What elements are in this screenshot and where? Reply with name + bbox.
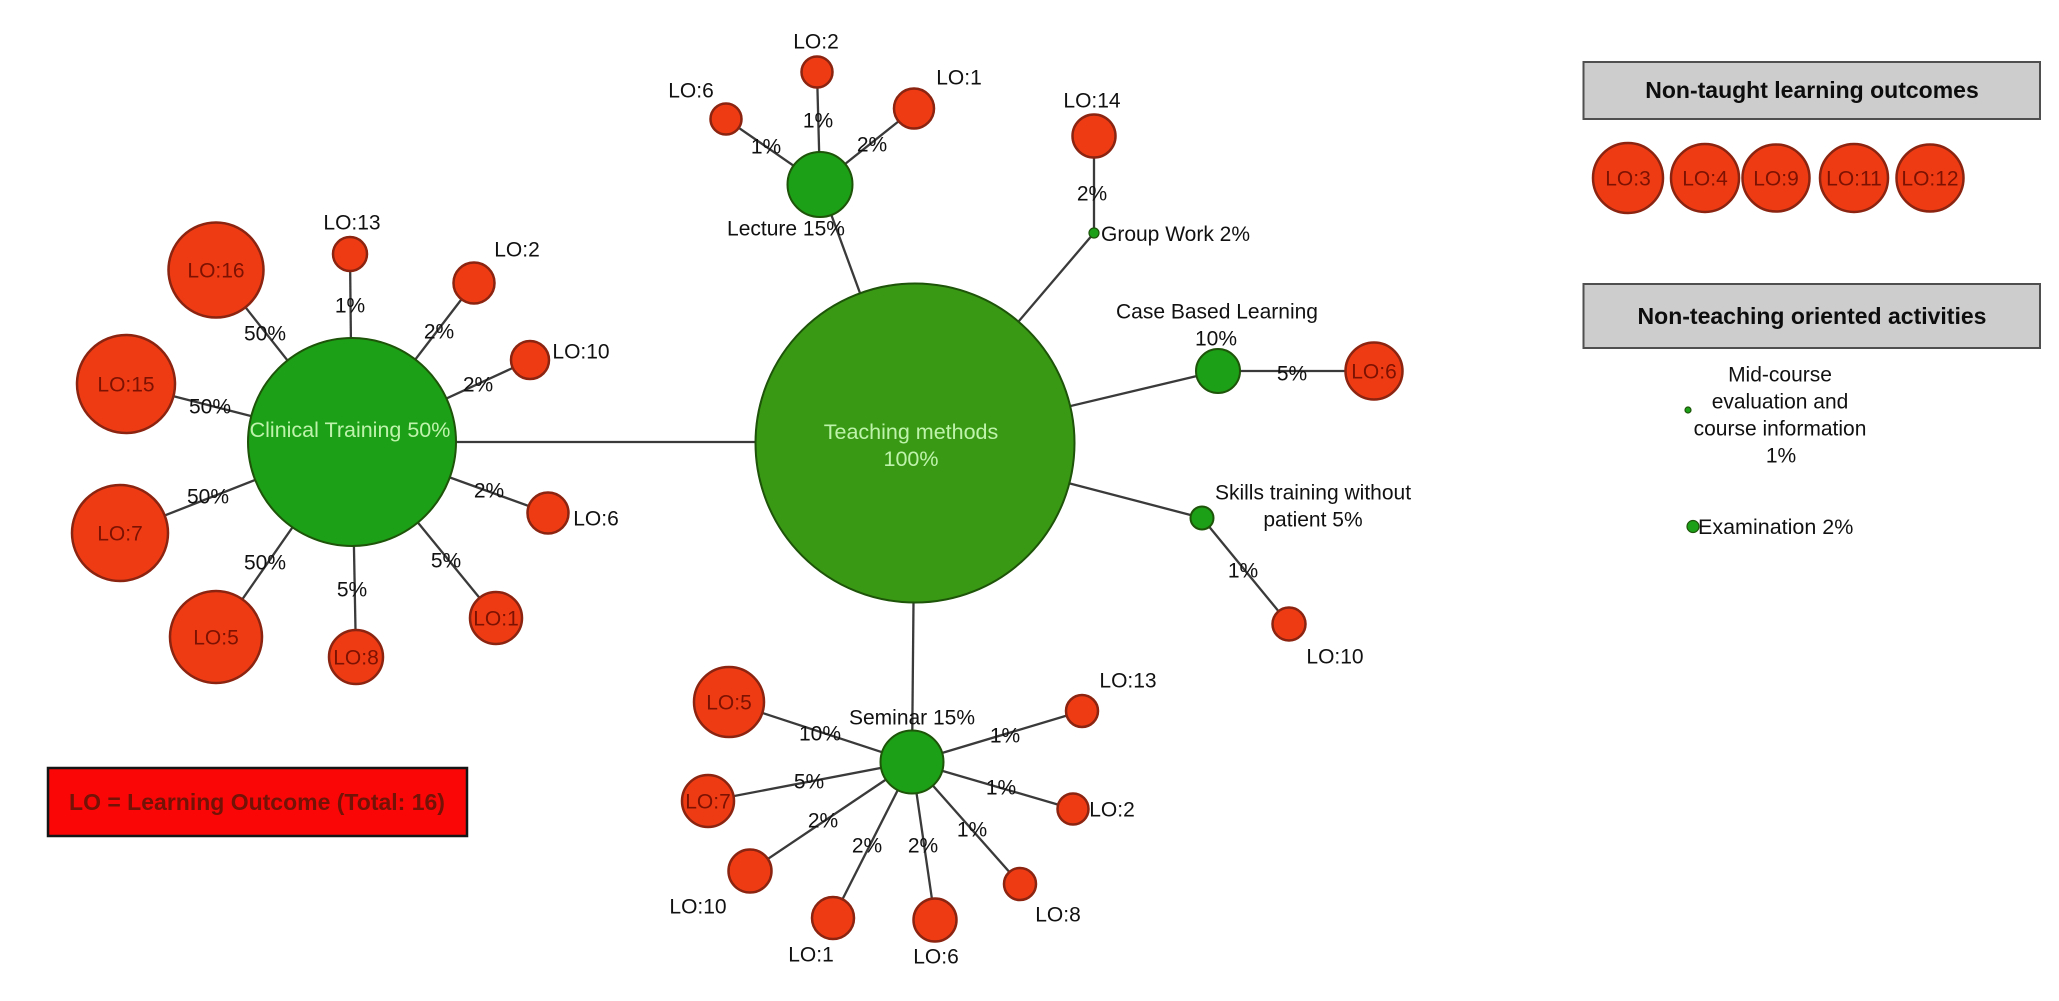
svg-text:LO:1: LO:1: [473, 608, 519, 631]
svg-text:LO:2: LO:2: [793, 31, 839, 54]
svg-text:2%: 2%: [463, 374, 493, 397]
svg-text:Group Work 2%: Group Work 2%: [1101, 223, 1250, 246]
svg-text:LO:3: LO:3: [1605, 168, 1651, 191]
svg-text:50%: 50%: [244, 552, 286, 575]
svg-text:Non-teaching oriented activiti: Non-teaching oriented activities: [1638, 303, 1987, 329]
svg-text:50%: 50%: [189, 396, 231, 419]
svg-text:50%: 50%: [244, 323, 286, 346]
svg-text:Skills training without: Skills training without: [1215, 482, 1411, 505]
svg-text:5%: 5%: [1277, 363, 1307, 386]
svg-text:LO:1: LO:1: [788, 944, 834, 967]
svg-text:LO:12: LO:12: [1901, 168, 1958, 191]
svg-text:1%: 1%: [751, 136, 781, 159]
svg-text:2%: 2%: [808, 810, 838, 833]
svg-text:1%: 1%: [990, 725, 1020, 748]
svg-text:LO = Learning Outcome (Total:: LO = Learning Outcome (Total: 16): [69, 789, 445, 815]
svg-text:Teaching methods: Teaching methods: [824, 420, 999, 444]
svg-text:LO:7: LO:7: [685, 791, 731, 814]
svg-text:LO:2: LO:2: [494, 239, 540, 262]
svg-text:2%: 2%: [1077, 183, 1107, 206]
svg-text:LO:13: LO:13: [1099, 670, 1156, 693]
svg-text:1%: 1%: [986, 777, 1016, 800]
svg-text:10%: 10%: [799, 723, 841, 746]
svg-text:Mid-course: Mid-course: [1728, 364, 1832, 387]
svg-text:LO:6: LO:6: [668, 80, 714, 103]
svg-text:LO:1: LO:1: [936, 67, 982, 90]
svg-text:LO:6: LO:6: [1351, 361, 1397, 384]
svg-text:10%: 10%: [1195, 328, 1237, 351]
svg-text:LO:4: LO:4: [1682, 168, 1728, 191]
svg-text:LO:6: LO:6: [573, 508, 619, 531]
svg-text:Seminar 15%: Seminar 15%: [849, 707, 975, 730]
svg-text:LO:9: LO:9: [1753, 168, 1799, 191]
svg-text:2%: 2%: [852, 835, 882, 858]
svg-text:LO:8: LO:8: [1035, 904, 1081, 927]
svg-text:LO:6: LO:6: [913, 946, 959, 969]
svg-text:LO:16: LO:16: [187, 260, 244, 283]
svg-text:1%: 1%: [1228, 560, 1258, 583]
svg-text:LO:7: LO:7: [97, 523, 143, 546]
svg-text:LO:5: LO:5: [706, 692, 752, 715]
svg-text:1%: 1%: [335, 295, 365, 318]
svg-text:LO:11: LO:11: [1826, 168, 1882, 191]
svg-text:1%: 1%: [803, 110, 833, 133]
svg-text:Examination 2%: Examination 2%: [1698, 515, 1853, 539]
svg-text:patient 5%: patient 5%: [1263, 509, 1362, 532]
svg-text:LO:10: LO:10: [1306, 646, 1363, 669]
svg-text:Case Based Learning: Case Based Learning: [1116, 301, 1318, 324]
svg-text:5%: 5%: [794, 771, 824, 794]
svg-text:50%: 50%: [187, 486, 229, 509]
svg-text:2%: 2%: [424, 321, 454, 344]
svg-text:5%: 5%: [337, 579, 367, 602]
svg-text:course information: course information: [1694, 418, 1867, 441]
svg-text:LO:15: LO:15: [97, 374, 154, 397]
svg-text:5%: 5%: [431, 550, 461, 573]
svg-text:Lecture 15%: Lecture 15%: [727, 218, 845, 241]
svg-text:1%: 1%: [957, 819, 987, 842]
svg-text:LO:10: LO:10: [669, 896, 726, 919]
svg-text:2%: 2%: [857, 134, 887, 157]
svg-text:evaluation and: evaluation and: [1712, 391, 1849, 414]
svg-text:LO:14: LO:14: [1063, 90, 1121, 113]
svg-text:LO:5: LO:5: [193, 627, 239, 650]
svg-text:1%: 1%: [1766, 445, 1796, 468]
svg-text:Non-taught learning outcomes: Non-taught learning outcomes: [1645, 77, 1979, 103]
svg-text:LO:10: LO:10: [552, 341, 609, 364]
svg-text:LO:13: LO:13: [323, 212, 380, 235]
svg-text:Clinical Training 50%: Clinical Training 50%: [250, 418, 451, 442]
svg-text:2%: 2%: [908, 835, 938, 858]
svg-text:100%: 100%: [884, 447, 939, 471]
svg-text:LO:2: LO:2: [1089, 799, 1135, 822]
svg-text:LO:8: LO:8: [333, 647, 379, 670]
svg-text:2%: 2%: [474, 480, 504, 503]
